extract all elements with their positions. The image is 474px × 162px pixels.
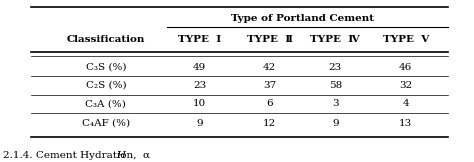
Text: TYPE  I: TYPE I (178, 35, 221, 44)
Text: 2.1.4. Cement Hydration,  α: 2.1.4. Cement Hydration, α (3, 151, 150, 160)
Text: 9: 9 (196, 119, 203, 128)
Text: 49: 49 (193, 63, 206, 72)
Text: Type of Portland Cement: Type of Portland Cement (231, 14, 374, 23)
Text: 10: 10 (193, 99, 206, 108)
Text: 23: 23 (193, 81, 206, 90)
Text: C₃S (%): C₃S (%) (86, 63, 126, 72)
Text: 58: 58 (329, 81, 342, 90)
Text: TYPE  V: TYPE V (383, 35, 429, 44)
Text: C₄AF (%): C₄AF (%) (82, 119, 130, 128)
Text: 42: 42 (263, 63, 276, 72)
Text: 13: 13 (399, 119, 412, 128)
Text: 6: 6 (266, 99, 273, 108)
Text: TYPE  Ⅱ: TYPE Ⅱ (247, 35, 293, 44)
Text: Classification: Classification (67, 35, 145, 44)
Text: 32: 32 (399, 81, 412, 90)
Text: 3: 3 (332, 99, 339, 108)
Text: 4: 4 (402, 99, 409, 108)
Text: 46: 46 (399, 63, 412, 72)
Text: 37: 37 (263, 81, 276, 90)
Text: H: H (116, 151, 125, 160)
Text: 9: 9 (332, 119, 339, 128)
Text: C₃A (%): C₃A (%) (85, 99, 126, 108)
Text: 23: 23 (329, 63, 342, 72)
Text: 12: 12 (263, 119, 276, 128)
Text: C₂S (%): C₂S (%) (85, 81, 126, 90)
Text: TYPE  Ⅳ: TYPE Ⅳ (310, 35, 360, 44)
